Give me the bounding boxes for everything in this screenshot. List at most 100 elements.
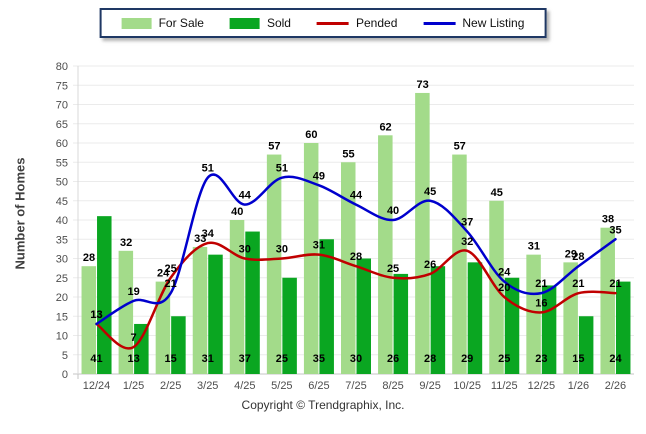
x-tick-label: 1/26 (568, 380, 589, 392)
new-listing-value-label: 49 (313, 170, 325, 182)
for-sale-value-label: 45 (491, 187, 503, 199)
for-sale-value-label: 60 (305, 129, 317, 141)
pended-value-label: 26 (424, 259, 436, 271)
for-sale-value-label: 29 (565, 248, 577, 260)
sold-value-label: 24 (609, 353, 622, 365)
bar-sold (171, 316, 186, 374)
bar-sold (578, 316, 594, 374)
pended-value-label: 32 (461, 236, 473, 248)
y-tick-label: 30 (56, 254, 68, 266)
bar-sold (134, 323, 149, 374)
bar-for-sale (81, 266, 97, 374)
new-listing-value-label: 28 (572, 251, 584, 263)
y-tick-label: 5 (62, 350, 68, 362)
sold-value-label: 29 (461, 353, 473, 365)
new-listing-value-label: 21 (535, 278, 547, 290)
sold-value-label: 15 (572, 353, 584, 365)
legend-label-pended: Pended (355, 16, 398, 30)
sold-value-label: 23 (535, 353, 547, 365)
for-sale-value-label: 31 (528, 241, 540, 253)
bar-sold (319, 239, 334, 374)
bar-for-sale (563, 262, 578, 374)
for-sale-value-label: 57 (454, 141, 466, 153)
x-tick-label: 8/25 (382, 380, 403, 392)
for-sale-value-label: 55 (342, 148, 354, 160)
bar-sold (282, 277, 297, 374)
legend-item-for-sale[interactable]: For Sale (121, 16, 204, 30)
y-tick-label: 45 (56, 196, 68, 208)
for-sale-value-label: 28 (83, 252, 95, 264)
pended-line (95, 241, 617, 350)
x-tick-label: 5/25 (271, 380, 292, 392)
bar-for-sale (155, 281, 171, 374)
legend-label-for-sale: For Sale (158, 16, 204, 30)
new-listing-value-label: 51 (276, 163, 288, 175)
sold-value-label: 28 (424, 353, 436, 365)
sold-value-label: 13 (127, 353, 139, 365)
sold-value-label: 35 (313, 353, 325, 365)
y-tick-label: 70 (56, 100, 68, 112)
new-listing-value-label: 45 (424, 186, 436, 198)
bar-for-sale (192, 246, 208, 374)
x-tick-label: 2/26 (605, 380, 626, 392)
y-tick-label: 0 (62, 369, 68, 381)
new-listing-value-label: 44 (350, 190, 363, 202)
bar-for-sale (303, 143, 319, 374)
y-tick-label: 10 (56, 331, 68, 343)
pended-value-label: 21 (572, 278, 584, 290)
bar-for-sale (452, 154, 467, 374)
pended-value-label: 31 (313, 240, 325, 252)
y-tick-label: 25 (56, 273, 68, 285)
bar-sold (615, 281, 631, 374)
pended-line-swatch-icon (316, 21, 349, 25)
bar-for-sale (229, 220, 245, 374)
new-listing-value-label: 19 (127, 286, 139, 298)
bar-sold (245, 231, 260, 374)
for-sale-value-label: 62 (379, 121, 391, 133)
y-tick-label: 60 (56, 138, 68, 150)
new-listing-value-label: 24 (498, 267, 511, 279)
new-listing-value-label: 51 (202, 163, 214, 175)
legend-item-new-listing[interactable]: New Listing (423, 16, 524, 30)
y-tick-label: 20 (56, 292, 68, 304)
y-tick-label: 40 (56, 215, 68, 227)
for-sale-swatch-icon (121, 17, 152, 29)
y-tick-label: 65 (56, 119, 68, 131)
sold-value-label: 41 (90, 353, 102, 365)
bar-sold (208, 254, 223, 374)
for-sale-value-label: 32 (120, 237, 132, 249)
bar-for-sale (526, 254, 541, 374)
x-tick-label: 10/25 (453, 380, 481, 392)
pended-value-label: 30 (276, 244, 288, 256)
pended-value-label: 28 (350, 251, 362, 263)
x-tick-label: 11/25 (491, 380, 518, 392)
pended-value-label: 34 (202, 228, 215, 240)
y-tick-label: 50 (56, 177, 68, 189)
x-tick-label: 9/25 (419, 380, 440, 392)
x-tick-label: 12/24 (83, 380, 111, 392)
legend-label-new-listing: New Listing (462, 16, 525, 30)
pended-value-label: 30 (239, 244, 251, 256)
for-sale-value-label: 24 (157, 268, 170, 280)
sold-value-label: 26 (387, 353, 399, 365)
for-sale-value-label: 33 (194, 233, 206, 245)
x-tick-label: 12/25 (528, 380, 556, 392)
x-tick-label: 6/25 (308, 380, 329, 392)
new-listing-value-label: 37 (461, 217, 473, 229)
x-tick-label: 7/25 (345, 380, 366, 392)
legend-item-pended[interactable]: Pended (316, 16, 398, 30)
x-tick-label: 1/25 (123, 380, 144, 392)
new-listing-line-swatch-icon (423, 21, 456, 25)
pended-value-label: 13 (90, 309, 102, 321)
for-sale-value-label: 40 (231, 206, 243, 218)
sold-value-label: 30 (350, 353, 362, 365)
new-listing-value-label: 21 (165, 278, 177, 290)
bar-sold (393, 273, 409, 374)
sold-value-label: 37 (239, 353, 251, 365)
legend-item-sold[interactable]: Sold (229, 16, 291, 30)
for-sale-value-label: 57 (268, 141, 280, 153)
new-listing-value-label: 13 (90, 309, 102, 321)
y-tick-label: 80 (56, 61, 68, 73)
bar-for-sale (341, 162, 356, 374)
y-tick-label: 35 (56, 234, 68, 246)
